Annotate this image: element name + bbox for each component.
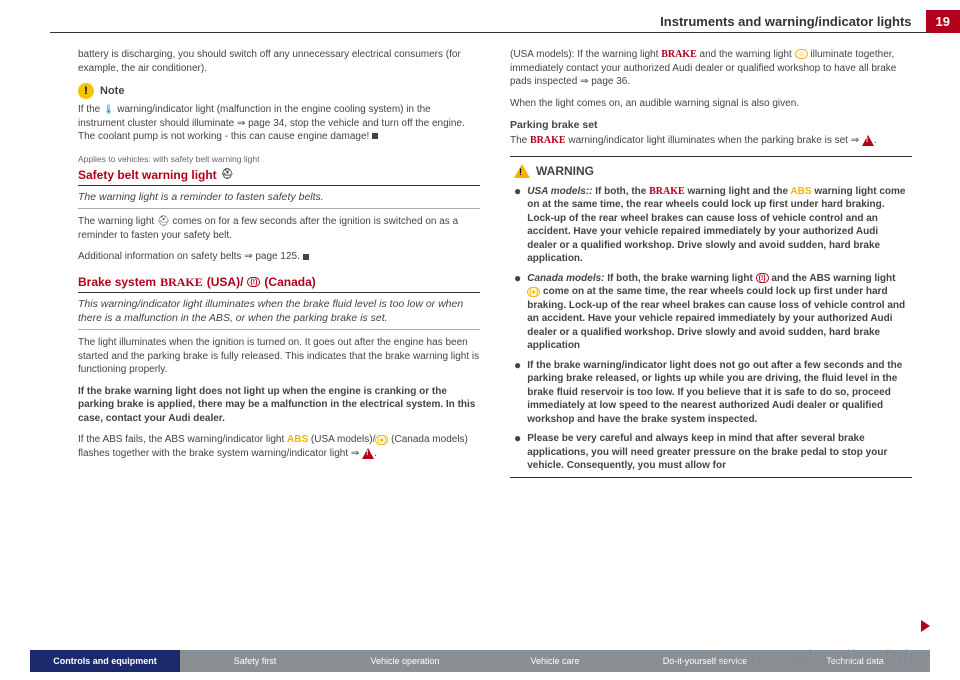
page-header: Instruments and warning/indicator lights… xyxy=(50,10,960,33)
parking-brake-head: Parking brake set xyxy=(510,118,912,132)
brake-word: BRAKE xyxy=(649,186,685,197)
applies-note: Applies to vehicles: with safety belt wa… xyxy=(78,154,480,165)
warning-bullet-2: ● Canada models: If both, the brake warn… xyxy=(514,272,908,353)
right-column: (USA models): If the warning light BRAKE… xyxy=(510,48,912,630)
note-icon: ! xyxy=(78,83,94,99)
tab-care[interactable]: Vehicle care xyxy=(480,650,630,672)
abs-canada-icon: (●) xyxy=(375,435,388,445)
end-square-icon xyxy=(372,133,378,139)
tab-controls[interactable]: Controls and equipment xyxy=(30,650,180,672)
header-rule xyxy=(50,32,930,33)
watermark: carmanualsonline.info xyxy=(715,647,920,670)
brake-p1: The light illuminates when the ignition … xyxy=(78,336,480,377)
warning-heading: WARNING xyxy=(514,163,908,179)
warning-bullet-4: ● Please be very careful and always keep… xyxy=(514,432,908,473)
tab-safety[interactable]: Safety first xyxy=(180,650,330,672)
brake-p2: If the brake warning light does not ligh… xyxy=(78,385,480,426)
brake-sub: This warning/indicator light illuminates… xyxy=(78,297,480,330)
warning-box: WARNING ● USA models:: If both, the BRAK… xyxy=(510,156,912,478)
note-body: If the 🌡 warning/indicator light (malfun… xyxy=(78,103,480,144)
note-label: Note xyxy=(100,84,124,99)
warning-triangle-icon xyxy=(862,135,874,146)
brake-canada-icon: (!) xyxy=(756,273,769,283)
r-p1: (USA models): If the warning light BRAKE… xyxy=(510,48,912,89)
warning-bullet-3: ● If the brake warning/indicator light d… xyxy=(514,359,908,427)
continue-arrow-icon xyxy=(921,620,930,632)
page-number: 19 xyxy=(926,10,960,33)
intro-para: battery is discharging, you should switc… xyxy=(78,48,480,75)
left-column: battery is discharging, you should switc… xyxy=(78,48,480,630)
bullet-icon: ● xyxy=(514,359,521,427)
brake-p3: If the ABS fails, the ABS warning/indica… xyxy=(78,433,480,460)
temp-icon: 🌡 xyxy=(103,104,114,114)
note-heading: ! Note xyxy=(78,83,480,99)
brake-word: BRAKE xyxy=(160,274,203,290)
bullet-icon: ● xyxy=(514,185,521,266)
brake-canada-icon: (!) xyxy=(247,277,260,287)
abs-word: ABS xyxy=(287,434,308,445)
abs-word: ABS xyxy=(790,186,811,197)
header-title: Instruments and warning/indicator lights xyxy=(660,14,911,29)
pad-icon: ○ xyxy=(795,49,808,59)
brake-title: Brake system BRAKE (USA)/ (!) (Canada) xyxy=(78,274,480,293)
warning-bullet-1: ● USA models:: If both, the BRAKE warnin… xyxy=(514,185,908,266)
seatbelt-icon: ⛑ xyxy=(157,216,170,227)
belt-p1: The warning light ⛑ comes on for a few s… xyxy=(78,215,480,242)
bullet-icon: ● xyxy=(514,432,521,473)
parking-brake-body: The BRAKE warning/indicator light illumi… xyxy=(510,134,912,148)
r-p2: When the light comes on, an audible warn… xyxy=(510,97,912,111)
tab-operation[interactable]: Vehicle operation xyxy=(330,650,480,672)
warning-triangle-yellow-icon xyxy=(514,164,530,178)
abs-canada-icon: (●) xyxy=(527,287,540,297)
brake-word: BRAKE xyxy=(530,135,566,146)
belt-p2: Additional information on safety belts ⇒… xyxy=(78,250,480,264)
safety-belt-sub: The warning light is a reminder to faste… xyxy=(78,190,480,209)
bullet-icon: ● xyxy=(514,272,521,353)
seatbelt-icon: ⛑ xyxy=(221,168,234,182)
content-area: battery is discharging, you should switc… xyxy=(78,48,912,630)
brake-word: BRAKE xyxy=(661,49,697,60)
warning-triangle-icon xyxy=(362,448,374,459)
end-square-icon xyxy=(303,254,309,260)
safety-belt-title: Safety belt warning light ⛑ xyxy=(78,167,480,186)
